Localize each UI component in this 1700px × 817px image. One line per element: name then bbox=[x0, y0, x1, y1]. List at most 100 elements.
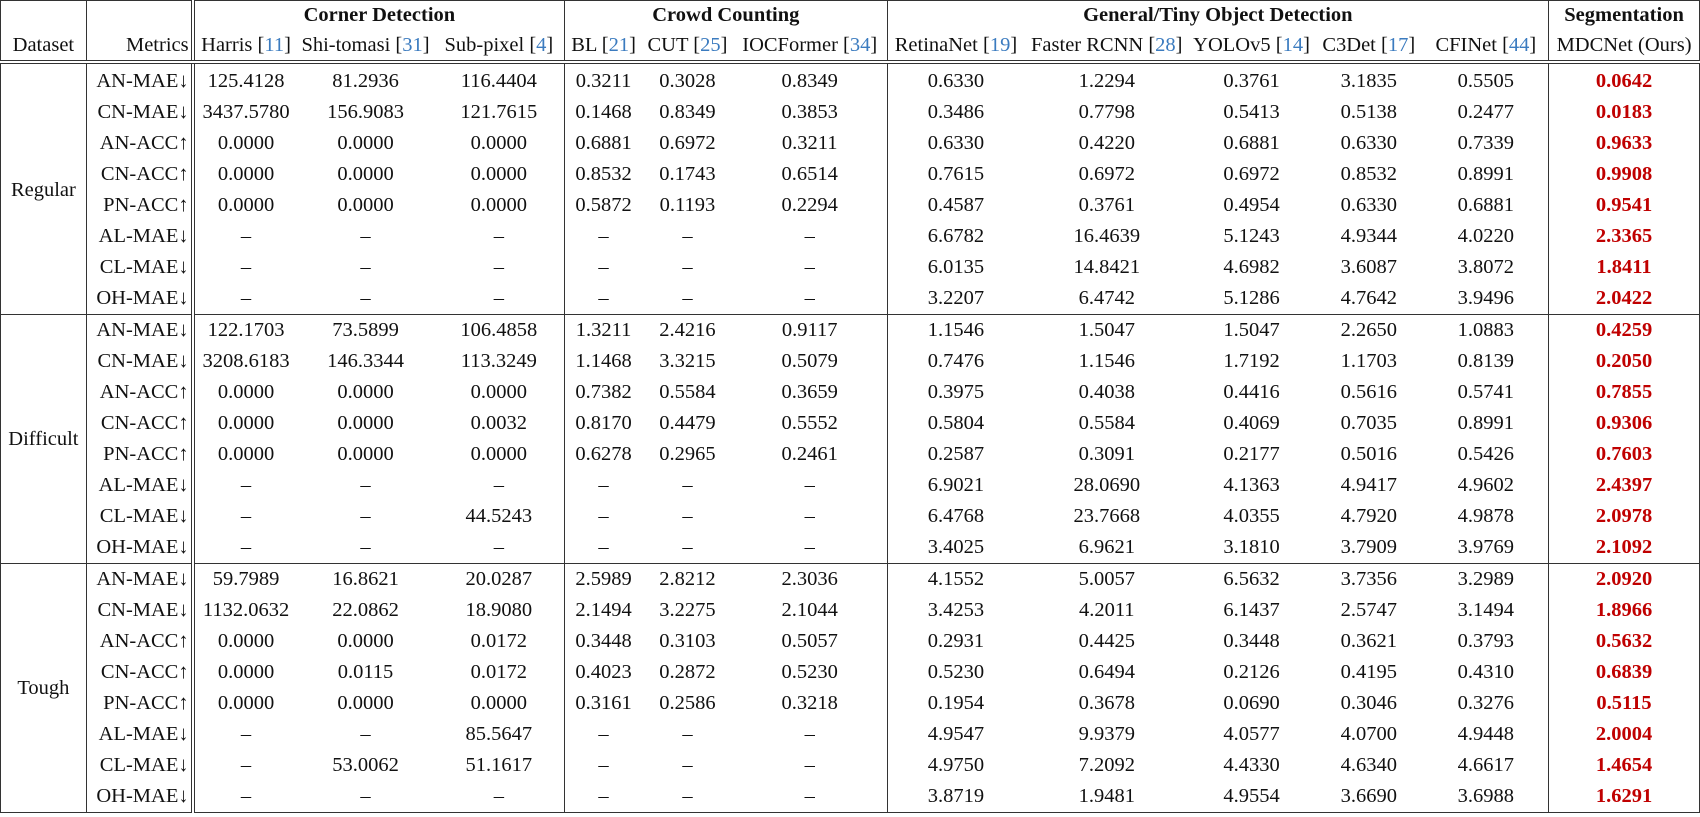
value-cell: 1.5047 bbox=[1189, 314, 1314, 346]
ours-value-cell: 1.6291 bbox=[1548, 781, 1700, 813]
value-cell: 0.2461 bbox=[781, 443, 838, 466]
value-cell: 4.9417 bbox=[1340, 474, 1397, 497]
citation-link[interactable]: 34 bbox=[849, 33, 871, 56]
header-method-row: Dataset Metrics Harris [11] Shi-tomasi [3… bbox=[0, 30, 1700, 64]
value-cell: 0.8349 bbox=[659, 101, 716, 124]
value-cell: 0.5079 bbox=[781, 350, 838, 373]
method-header-iocformer: IOCFormer [34] bbox=[732, 30, 888, 64]
table-row: CL-MAE↓ – –44.5243– – –6.4768 23.7668 4.0355 4.… bbox=[1, 501, 1700, 532]
value-cell: 3.7909 bbox=[1340, 536, 1397, 559]
group-corner-detection: Corner Detection bbox=[190, 0, 565, 30]
value-cell: 0.4038 bbox=[1078, 381, 1135, 404]
method-name: CFINet bbox=[1435, 33, 1497, 56]
value-cell: – bbox=[564, 719, 642, 750]
citation-link[interactable]: 11 bbox=[264, 33, 285, 56]
value-cell: 0.0000 bbox=[337, 381, 394, 404]
value-cell: 0.2126 bbox=[1223, 661, 1280, 684]
method-name: BL bbox=[571, 33, 597, 56]
citation-link[interactable]: 25 bbox=[700, 33, 721, 56]
value-cell: 0.0000 bbox=[337, 163, 394, 186]
ours-value-cell: 0.0183 bbox=[1548, 97, 1700, 128]
value-cell: 0.7382 bbox=[564, 377, 642, 408]
citation-link[interactable]: 21 bbox=[608, 33, 630, 56]
citation-link[interactable]: 31 bbox=[402, 33, 423, 56]
method-header-yolov5: YOLOv5 [14] bbox=[1189, 30, 1314, 64]
table-row: AL-MAE↓ – – – – – –6.9021 28.0690 4.1363 4.9417 4.… bbox=[1, 470, 1700, 501]
value-cell: – bbox=[682, 785, 693, 808]
value-cell: 3.6690 bbox=[1340, 785, 1397, 808]
value-cell: 0.3448 bbox=[564, 626, 642, 657]
value-cell: 0.6881 bbox=[1457, 194, 1515, 217]
value-cell: 0.5016 bbox=[1340, 443, 1397, 466]
method-header-faster-rcnn: Faster RCNN [28] bbox=[1024, 30, 1190, 64]
value-cell: – bbox=[564, 781, 642, 813]
value-cell: 0.0000 bbox=[470, 443, 528, 466]
metric-label: OH-MAE↓ bbox=[85, 532, 193, 564]
method-header-sub-pixel: Sub-pixel [4] bbox=[433, 30, 565, 64]
metric-label: CN-MAE↓ bbox=[85, 97, 193, 128]
value-cell: – bbox=[360, 536, 371, 559]
value-cell: 6.9021 bbox=[886, 470, 1025, 501]
value-cell: 3.2207 bbox=[886, 283, 1025, 315]
value-cell: 85.5647 bbox=[465, 723, 533, 746]
header-blank-dataset bbox=[1, 1, 87, 31]
value-cell: 1.7192 bbox=[1223, 350, 1280, 373]
method-header-cut: CUT [25] bbox=[641, 30, 733, 64]
value-cell: 3.8719 bbox=[886, 781, 1025, 813]
value-cell: 0.3091 bbox=[1078, 443, 1135, 466]
value-cell: 0.0000 bbox=[470, 692, 528, 715]
citation-link[interactable]: 44 bbox=[1508, 33, 1530, 56]
metric-label: AL-MAE↓ bbox=[85, 221, 193, 252]
value-cell: – bbox=[804, 256, 815, 279]
citation-link[interactable]: 19 bbox=[989, 33, 1011, 56]
value-cell: – bbox=[564, 532, 642, 564]
citation-link[interactable]: 14 bbox=[1282, 33, 1304, 56]
value-cell: – bbox=[804, 505, 815, 528]
citation-link[interactable]: 28 bbox=[1155, 33, 1176, 56]
header-group-row: Corner Detection Crowd Counting General/… bbox=[1, 0, 1700, 31]
results-body: Regular AN-MAE↓ 125.4128 81.2936 116.4404 0.3… bbox=[0, 61, 1700, 813]
table-row: CL-MAE↓ –53.0062 51.1617– – –4.9750 7.2092 4.4… bbox=[1, 750, 1700, 781]
value-cell: – bbox=[804, 287, 815, 310]
value-cell: 0.6972 bbox=[1223, 163, 1280, 186]
value-cell: 121.7615 bbox=[460, 101, 538, 124]
value-cell: 4.0355 bbox=[1223, 505, 1280, 528]
value-cell: 0.5505 bbox=[1423, 61, 1549, 97]
ours-value-cell: 2.4397 bbox=[1548, 470, 1700, 501]
citation-link[interactable]: 4 bbox=[536, 33, 547, 56]
value-cell: 3.2275 bbox=[659, 599, 716, 622]
ours-value-cell: 0.7855 bbox=[1548, 377, 1700, 408]
value-cell: 0.3975 bbox=[886, 377, 1025, 408]
header-metrics: Metrics bbox=[85, 30, 193, 64]
dataset-label-difficult: Difficult bbox=[0, 314, 87, 564]
value-cell: 0.5616 bbox=[1340, 381, 1397, 404]
value-cell: – bbox=[804, 536, 815, 559]
value-cell: 0.0000 bbox=[190, 688, 298, 719]
ours-value-cell: 0.9541 bbox=[1548, 190, 1700, 221]
value-cell: 0.3103 bbox=[659, 630, 716, 653]
value-cell: 0.5426 bbox=[1457, 443, 1515, 466]
method-name: CUT bbox=[647, 33, 689, 56]
value-cell: 3.4253 bbox=[886, 595, 1025, 626]
value-cell: 0.0000 bbox=[337, 132, 394, 155]
value-cell: 4.7920 bbox=[1340, 505, 1397, 528]
metric-label: CN-ACC↑ bbox=[85, 408, 193, 439]
citation-link[interactable]: 17 bbox=[1387, 33, 1409, 56]
value-cell: – bbox=[360, 474, 371, 497]
ours-value-cell: 0.9633 bbox=[1548, 128, 1700, 159]
value-cell: 0.1743 bbox=[659, 163, 716, 186]
ours-value-cell: 0.4259 bbox=[1548, 314, 1700, 346]
value-cell: 4.2011 bbox=[1078, 599, 1135, 622]
value-cell: 3.1835 bbox=[1313, 61, 1424, 97]
value-cell: 53.0062 bbox=[332, 754, 399, 777]
value-cell: 0.3793 bbox=[1457, 630, 1515, 653]
value-cell: 4.4330 bbox=[1223, 754, 1280, 777]
metric-label: OH-MAE↓ bbox=[85, 781, 193, 813]
value-cell: 0.6278 bbox=[564, 439, 642, 470]
ours-value-cell: 0.6839 bbox=[1548, 657, 1700, 688]
value-cell: 22.0862 bbox=[332, 599, 399, 622]
value-cell: 0.0000 bbox=[190, 159, 298, 190]
header-blank-metrics bbox=[85, 0, 193, 30]
value-cell: 0.6494 bbox=[1078, 661, 1135, 684]
value-cell: – bbox=[493, 536, 504, 559]
